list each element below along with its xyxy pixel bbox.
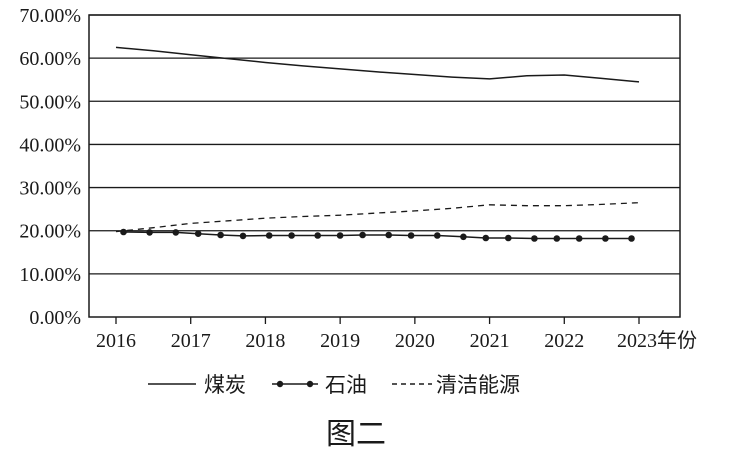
x-tick-label: 2018 <box>245 330 285 352</box>
legend-swatch-oil-marker-2 <box>306 380 314 388</box>
x-tick-label: 2016 <box>96 330 136 352</box>
oil-data-point <box>553 235 561 242</box>
oil-data-point <box>359 231 366 239</box>
oil-data-point <box>460 233 467 241</box>
y-tick-label: 60.00% <box>19 48 81 70</box>
oil-data-point <box>531 235 538 242</box>
x-tick-label: 2020 <box>395 330 435 352</box>
y-tick-label: 0.00% <box>29 307 81 329</box>
x-tick-label: 2017 <box>171 330 211 352</box>
y-tick-label: 70.00% <box>19 5 81 27</box>
oil-data-point <box>120 228 127 236</box>
oil-data-point <box>288 232 295 239</box>
legend-label-clean-energy: 清洁能源 <box>436 373 520 397</box>
x-tick-label: 2023年份 <box>617 329 697 352</box>
x-tick-label: 2019 <box>320 330 360 352</box>
series-line-1 <box>123 231 632 240</box>
oil-data-point <box>482 234 490 242</box>
oil-data-point <box>407 232 415 239</box>
series-line-2 <box>115 202 640 233</box>
y-tick-label: 50.00% <box>19 91 81 113</box>
oil-data-point <box>434 232 441 239</box>
legend-label-coal: 煤炭 <box>204 373 246 397</box>
oil-data-point <box>628 235 635 242</box>
oil-data-point <box>172 229 180 236</box>
oil-data-point <box>385 231 393 239</box>
oil-data-point <box>194 230 202 237</box>
axes <box>88 14 681 324</box>
x-tick-label: 2021 <box>470 330 510 352</box>
y-tick-label: 10.00% <box>19 264 81 286</box>
oil-data-point <box>217 231 224 239</box>
oil-data-point <box>575 235 583 242</box>
legend-swatch-oil-marker-1 <box>276 380 284 388</box>
x-tick-label: 2022 <box>544 330 584 352</box>
oil-data-point <box>602 235 609 242</box>
plot-frame <box>88 14 681 318</box>
x-axis-ticks: 2016 2017 2018 2019 2020 2021 2022 2023年份 <box>96 329 697 352</box>
figure-caption: 图二 <box>326 417 386 452</box>
legend-label-oil: 石油 <box>325 373 367 397</box>
series-line-0 <box>115 46 640 83</box>
oil-data-point <box>265 232 273 239</box>
y-axis-ticks: 0.00% 10.00% 20.00% 30.00% 40.00% 50.00% 60.00… <box>19 5 81 329</box>
oil-data-point <box>336 232 344 239</box>
series-group <box>115 46 640 242</box>
y-tick-label: 40.00% <box>19 134 81 156</box>
oil-data-point <box>239 232 247 240</box>
oil-data-point <box>146 229 153 236</box>
y-tick-label: 20.00% <box>19 221 81 243</box>
oil-data-point <box>505 234 512 242</box>
y-tick-label: 30.00% <box>19 178 81 200</box>
oil-data-point <box>314 232 322 239</box>
legend: 煤炭 石油 清洁能源 <box>148 373 520 397</box>
